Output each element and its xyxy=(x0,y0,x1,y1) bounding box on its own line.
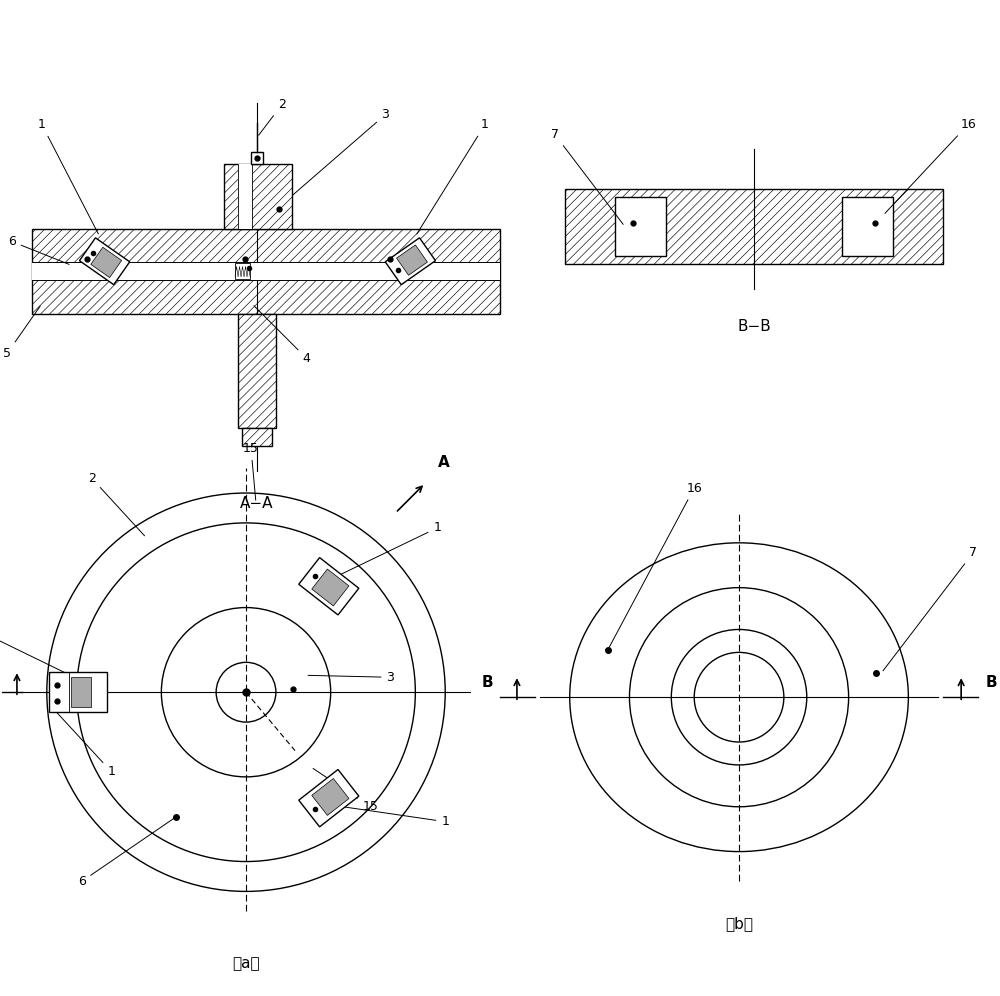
Text: 4: 4 xyxy=(254,306,311,366)
Bar xyxy=(224,164,292,229)
Text: 2: 2 xyxy=(259,98,286,135)
Text: 15: 15 xyxy=(313,769,378,814)
Bar xyxy=(32,229,500,314)
Text: B: B xyxy=(481,675,493,690)
Text: 1: 1 xyxy=(342,807,449,829)
Bar xyxy=(235,263,250,279)
Bar xyxy=(238,314,276,428)
Text: 2: 2 xyxy=(88,471,145,536)
Text: A−A: A−A xyxy=(240,496,274,511)
Polygon shape xyxy=(299,558,359,615)
Polygon shape xyxy=(397,245,427,275)
Polygon shape xyxy=(299,770,359,827)
Bar xyxy=(565,189,943,264)
Bar xyxy=(251,152,263,164)
Text: 3: 3 xyxy=(308,670,394,684)
Text: 1: 1 xyxy=(417,118,489,234)
Text: 7: 7 xyxy=(883,546,977,670)
Text: B−B: B−B xyxy=(737,319,771,334)
Text: A: A xyxy=(438,455,450,470)
Text: 16: 16 xyxy=(609,481,702,647)
Text: （a）: （a） xyxy=(232,956,260,971)
Text: 1: 1 xyxy=(38,118,98,234)
Bar xyxy=(32,262,500,281)
Bar xyxy=(842,197,893,256)
Text: 16: 16 xyxy=(885,118,976,213)
Text: 5: 5 xyxy=(3,306,40,361)
Bar xyxy=(615,197,666,256)
Bar xyxy=(238,164,252,229)
Text: B: B xyxy=(985,675,997,690)
Text: 15: 15 xyxy=(0,621,82,681)
Polygon shape xyxy=(385,238,435,285)
Text: 1: 1 xyxy=(55,710,115,779)
Text: 7: 7 xyxy=(551,127,623,224)
Polygon shape xyxy=(312,779,349,816)
Polygon shape xyxy=(79,238,130,285)
Text: （b）: （b） xyxy=(725,916,753,931)
Text: 6: 6 xyxy=(8,235,69,264)
Bar xyxy=(242,428,272,446)
Text: 15: 15 xyxy=(243,441,259,500)
Text: 6: 6 xyxy=(78,819,174,888)
Polygon shape xyxy=(91,247,122,278)
Text: 1: 1 xyxy=(339,521,441,575)
Bar xyxy=(49,672,107,712)
Polygon shape xyxy=(312,569,349,606)
Bar xyxy=(71,677,91,707)
Text: 3: 3 xyxy=(293,108,389,195)
